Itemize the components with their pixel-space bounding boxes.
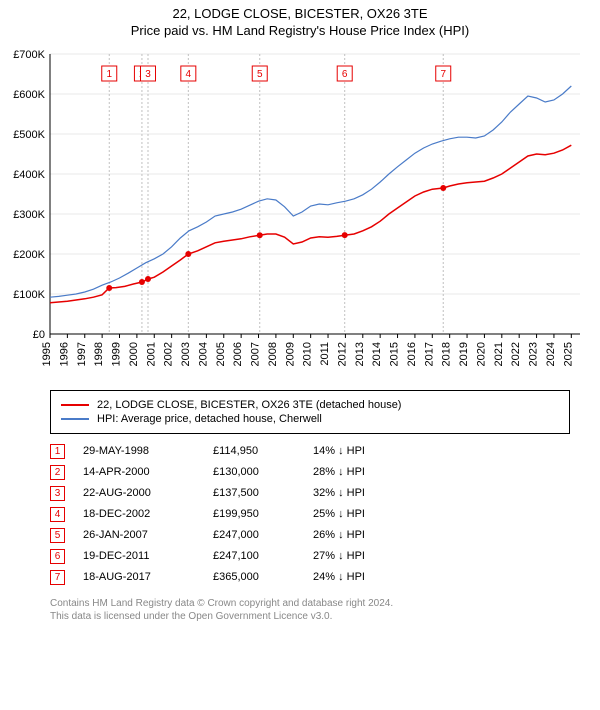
svg-text:2004: 2004	[197, 342, 209, 366]
svg-text:3: 3	[145, 69, 151, 80]
transaction-hpi: 28% ↓ HPI	[313, 466, 413, 478]
transaction-row: 2 14-APR-2000£130,00028% ↓ HPI	[50, 465, 570, 480]
transaction-date: 18-AUG-2017	[83, 571, 213, 583]
svg-text:2001: 2001	[145, 342, 157, 366]
transaction-marker: 6	[50, 549, 65, 564]
svg-text:2020: 2020	[475, 342, 487, 366]
transaction-hpi: 26% ↓ HPI	[313, 529, 413, 541]
transaction-row: 7 18-AUG-2017£365,00024% ↓ HPI	[50, 570, 570, 585]
svg-text:£300K: £300K	[13, 209, 45, 221]
svg-text:£0: £0	[33, 329, 45, 341]
legend-row: HPI: Average price, detached house, Cher…	[61, 413, 559, 425]
svg-text:2022: 2022	[510, 342, 522, 366]
transaction-price: £137,500	[213, 487, 313, 499]
transaction-date: 14-APR-2000	[83, 466, 213, 478]
license-text: Contains HM Land Registry data © Crown c…	[50, 597, 570, 623]
transaction-price: £130,000	[213, 466, 313, 478]
svg-text:£600K: £600K	[13, 89, 45, 101]
transaction-price: £114,950	[213, 445, 313, 457]
transaction-date: 26-JAN-2007	[83, 529, 213, 541]
legend: 22, LODGE CLOSE, BICESTER, OX26 3TE (det…	[50, 390, 570, 434]
transaction-date: 29-MAY-1998	[83, 445, 213, 457]
chart-titles: 22, LODGE CLOSE, BICESTER, OX26 3TE Pric…	[0, 0, 600, 40]
transaction-price: £247,100	[213, 550, 313, 562]
svg-text:2016: 2016	[406, 342, 418, 366]
svg-text:2012: 2012	[336, 342, 348, 366]
svg-text:2010: 2010	[302, 342, 314, 366]
svg-text:2014: 2014	[371, 342, 383, 366]
title-line-2: Price paid vs. HM Land Registry's House …	[0, 23, 600, 40]
svg-text:2024: 2024	[545, 342, 557, 366]
svg-text:£200K: £200K	[13, 249, 45, 261]
transaction-date: 18-DEC-2002	[83, 508, 213, 520]
legend-label: 22, LODGE CLOSE, BICESTER, OX26 3TE (det…	[97, 399, 401, 411]
svg-text:1996: 1996	[58, 342, 70, 366]
transaction-price: £199,950	[213, 508, 313, 520]
transaction-hpi: 14% ↓ HPI	[313, 445, 413, 457]
svg-text:7: 7	[440, 69, 446, 80]
chart-svg: £0 £100K £200K £300K £400K £500K £600K £700K 199…	[0, 44, 600, 384]
transaction-hpi: 24% ↓ HPI	[313, 571, 413, 583]
transaction-hpi: 27% ↓ HPI	[313, 550, 413, 562]
svg-text:2025: 2025	[562, 342, 574, 366]
svg-text:2019: 2019	[458, 342, 470, 366]
transaction-row: 6 19-DEC-2011£247,10027% ↓ HPI	[50, 549, 570, 564]
title-line-1: 22, LODGE CLOSE, BICESTER, OX26 3TE	[0, 6, 600, 23]
legend-label: HPI: Average price, detached house, Cher…	[97, 413, 322, 425]
svg-text:4: 4	[186, 69, 192, 80]
svg-text:2013: 2013	[354, 342, 366, 366]
transaction-row: 5 26-JAN-2007£247,00026% ↓ HPI	[50, 528, 570, 543]
transaction-marker: 4	[50, 507, 65, 522]
license-line-1: Contains HM Land Registry data © Crown c…	[50, 597, 570, 610]
transaction-marker: 5	[50, 528, 65, 543]
svg-text:2009: 2009	[284, 342, 296, 366]
svg-text:1999: 1999	[111, 342, 123, 366]
transaction-row: 1 29-MAY-1998£114,95014% ↓ HPI	[50, 444, 570, 459]
svg-text:2008: 2008	[267, 342, 279, 366]
svg-text:2006: 2006	[232, 342, 244, 366]
svg-text:2021: 2021	[493, 342, 505, 366]
transaction-price: £365,000	[213, 571, 313, 583]
svg-text:1997: 1997	[76, 342, 88, 366]
transaction-hpi: 25% ↓ HPI	[313, 508, 413, 520]
svg-text:1998: 1998	[93, 342, 105, 366]
svg-text:£500K: £500K	[13, 129, 45, 141]
svg-text:2007: 2007	[250, 342, 262, 366]
transaction-marker: 7	[50, 570, 65, 585]
svg-text:2017: 2017	[423, 342, 435, 366]
svg-text:5: 5	[257, 69, 263, 80]
svg-text:£400K: £400K	[13, 169, 45, 181]
svg-text:1995: 1995	[41, 342, 53, 366]
svg-text:6: 6	[342, 69, 348, 80]
license-line-2: This data is licensed under the Open Gov…	[50, 610, 570, 623]
svg-text:£100K: £100K	[13, 289, 45, 301]
page-container: 22, LODGE CLOSE, BICESTER, OX26 3TE Pric…	[0, 0, 600, 623]
transaction-row: 4 18-DEC-2002£199,95025% ↓ HPI	[50, 507, 570, 522]
svg-text:2015: 2015	[389, 342, 401, 366]
svg-text:2002: 2002	[163, 342, 175, 366]
legend-row: 22, LODGE CLOSE, BICESTER, OX26 3TE (det…	[61, 399, 559, 411]
svg-text:2000: 2000	[128, 342, 140, 366]
legend-swatch	[61, 404, 89, 406]
legend-swatch	[61, 418, 89, 420]
svg-text:1: 1	[106, 69, 112, 80]
transaction-table: 1 29-MAY-1998£114,95014% ↓ HPI 2 14-APR-200…	[50, 444, 570, 585]
chart-area: £0 £100K £200K £300K £400K £500K £600K £700K 199…	[0, 44, 600, 384]
transaction-marker: 3	[50, 486, 65, 501]
transaction-hpi: 32% ↓ HPI	[313, 487, 413, 499]
svg-text:2005: 2005	[215, 342, 227, 366]
transaction-date: 22-AUG-2000	[83, 487, 213, 499]
transaction-date: 19-DEC-2011	[83, 550, 213, 562]
svg-text:2011: 2011	[319, 342, 331, 366]
transaction-marker: 2	[50, 465, 65, 480]
svg-text:2018: 2018	[441, 342, 453, 366]
transaction-marker: 1	[50, 444, 65, 459]
transaction-price: £247,000	[213, 529, 313, 541]
svg-text:2023: 2023	[528, 342, 540, 366]
svg-text:£700K: £700K	[13, 49, 45, 61]
transaction-row: 3 22-AUG-2000£137,50032% ↓ HPI	[50, 486, 570, 501]
svg-text:2003: 2003	[180, 342, 192, 366]
